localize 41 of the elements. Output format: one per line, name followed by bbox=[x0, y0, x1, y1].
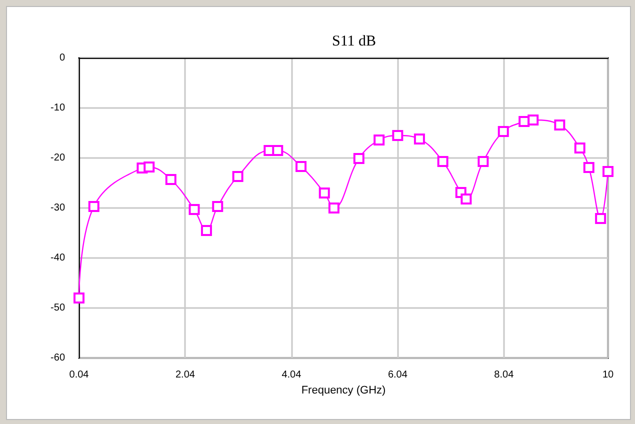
point bbox=[232, 171, 244, 182]
point bbox=[188, 204, 200, 215]
y-tick-label: -60 bbox=[50, 352, 66, 364]
x-tick-label: 2.04 bbox=[175, 370, 196, 380]
point bbox=[498, 126, 509, 137]
x-axis-title: Frequency (GHz) bbox=[301, 384, 386, 396]
y-tick-label: -30 bbox=[50, 202, 66, 214]
point bbox=[212, 201, 224, 212]
point bbox=[574, 142, 586, 154]
y-tick-label: -10 bbox=[50, 102, 66, 114]
point bbox=[296, 161, 307, 172]
point bbox=[392, 130, 404, 141]
y-tick-label: -20 bbox=[50, 152, 66, 164]
point bbox=[88, 201, 100, 212]
chart-title: S11 dB bbox=[332, 34, 376, 50]
point bbox=[165, 174, 176, 185]
point bbox=[74, 292, 84, 304]
point bbox=[374, 134, 385, 146]
point bbox=[144, 162, 155, 172]
point bbox=[478, 156, 489, 167]
x-tick-label: 6.04 bbox=[388, 370, 408, 380]
point bbox=[414, 134, 425, 144]
point bbox=[583, 162, 594, 173]
point bbox=[460, 194, 472, 204]
point bbox=[200, 225, 212, 236]
point bbox=[528, 114, 539, 126]
point bbox=[595, 213, 606, 224]
y-tick-label: 0 bbox=[59, 52, 66, 64]
point bbox=[437, 156, 448, 167]
x-tick-label: 0.04 bbox=[69, 370, 90, 380]
point bbox=[554, 120, 566, 130]
x-tick-label: 4.04 bbox=[282, 370, 302, 380]
point bbox=[353, 153, 364, 164]
y-tick-label: -50 bbox=[50, 302, 66, 314]
y-tick-label: -40 bbox=[50, 252, 66, 264]
x-tick-label: 8.04 bbox=[494, 370, 514, 380]
x-tick-label: 10 bbox=[602, 370, 614, 380]
point bbox=[602, 166, 614, 177]
point bbox=[272, 145, 284, 156]
point bbox=[318, 188, 330, 198]
point bbox=[328, 202, 340, 214]
